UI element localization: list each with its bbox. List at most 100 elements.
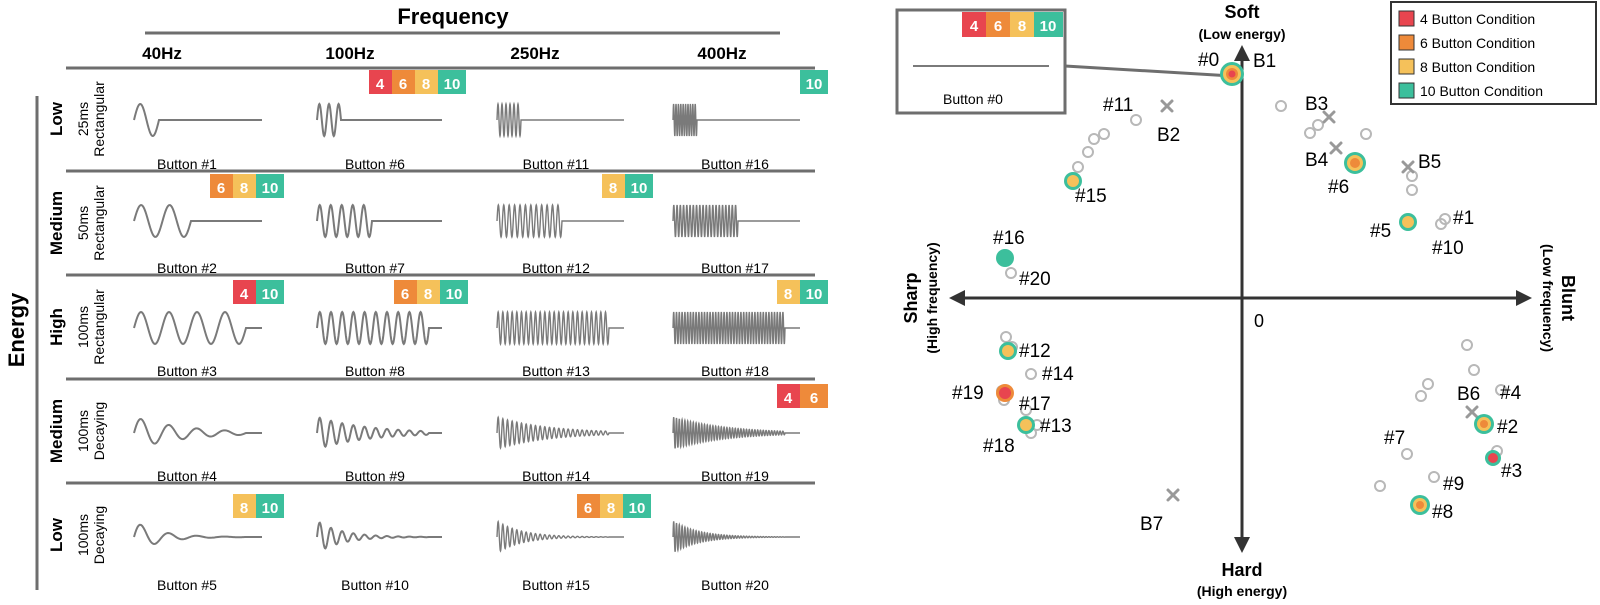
point-label-0: #0 [1198,50,1219,71]
waveform [496,309,624,347]
waveform [496,415,624,450]
button-label: Button #5 [157,577,217,593]
waveform [672,103,800,137]
badge-10 [256,494,284,518]
ring-10 [996,249,1014,267]
row-level-label: Low [47,101,66,136]
axis-arrow-up [1234,45,1250,61]
ghost-point [1020,404,1032,416]
point-16 [996,249,1014,267]
ring-4 [1488,453,1498,463]
badge-4 [233,280,256,304]
badge-4 [369,70,392,94]
axis-left-label: Sharp [901,272,921,323]
badge-10 [625,174,653,198]
ghost-point [1098,128,1110,140]
badge-6 [392,70,415,94]
freq-label-250hz: 250Hz [510,44,559,63]
point-label-14: #14 [1042,364,1074,385]
point-8 [1410,495,1430,515]
button-label: Button #16 [701,156,769,172]
ring-6 [1480,420,1488,428]
point-label-20: #20 [1019,269,1051,290]
condition-badge-group: 4 10 [233,280,284,304]
badge-8 [600,494,623,518]
point-label-12: #12 [1019,341,1051,362]
badge-6-label: 6 [401,286,409,303]
point-label-8: #8 [1432,502,1453,523]
cross-label-b2: B2 [1157,125,1180,146]
badge-10-label: 10 [806,286,823,303]
point-label-13: #13 [1040,416,1072,437]
ring-8 [1067,175,1079,187]
button-label: Button #4 [157,468,217,484]
legend-label-10: 10 Button Condition [1420,83,1543,99]
point-0 [1220,62,1244,86]
cross-label-b3: B3 [1305,94,1328,115]
button-label: Button #13 [522,363,590,379]
point-3 [1485,450,1501,466]
ghost-point [1082,146,1094,158]
badge-8-label: 8 [1018,18,1026,35]
cross-marker-b7 [1166,488,1180,502]
ghost-point [1072,161,1084,173]
waveform [672,521,800,553]
badge-8 [233,494,256,518]
waveform [316,203,442,239]
waveform [316,102,442,138]
waveform [496,519,624,553]
cross-label-b6: B6 [1457,384,1480,405]
waveform [133,418,262,445]
badge-8-label: 8 [240,500,248,517]
badge-8 [417,280,440,304]
waveform-table: Frequency 40Hz 100Hz 250Hz 400Hz Energy … [4,4,828,593]
freq-label-400hz: 400Hz [697,44,746,63]
ring-8 [1002,345,1014,357]
ghost-point [1415,390,1427,402]
point-6 [1344,152,1366,174]
badge-8-label: 8 [422,76,430,93]
row-duration-label: 100ms [75,410,91,452]
badge-8-label: 8 [424,286,432,303]
badge-10 [800,280,828,304]
button-label: Button #2 [157,260,217,276]
ghost-point [1428,471,1440,483]
ghost-point [1360,128,1372,140]
row-shape-label: Decaying [91,506,107,564]
point-label-9: #9 [1443,474,1464,495]
badge-6-label: 6 [399,76,407,93]
waveform [316,310,442,346]
ring-6 [1416,501,1424,509]
ghost-point [1005,267,1017,279]
ghost-point [1401,448,1413,460]
badge-10 [1034,12,1063,37]
condition-badge-group: 6 8 10 [394,280,468,304]
badge-4-label: 4 [784,390,793,407]
row-shape-label: Rectangular [91,289,107,365]
waveform [133,204,262,238]
badge-8 [777,280,800,304]
ghost-point [1439,213,1451,225]
badge-8-label: 8 [607,500,615,517]
button-label: Button #17 [701,260,769,276]
point-13 [1017,416,1035,434]
badge-6 [986,12,1010,37]
ring-8 [1020,419,1032,431]
waveform [496,203,624,239]
cross-label-b4: B4 [1305,150,1329,171]
button-label: Button #14 [522,468,590,484]
row-duration-label: 25ms [75,102,91,136]
condition-badge-group: 10 [800,70,828,94]
point-label-7: #7 [1384,428,1405,449]
ghost-point [1000,331,1012,343]
waveform [496,101,624,139]
row-level-label: Medium [47,399,66,463]
badge-8-label: 8 [609,180,617,197]
badge-6 [210,174,233,198]
axis-top-sublabel: (Low energy) [1198,26,1285,42]
row-shape-label: Rectangular [91,81,107,157]
button-label: Button #11 [523,156,590,172]
axis-arrow-left [949,290,965,306]
badge-10 [256,280,284,304]
